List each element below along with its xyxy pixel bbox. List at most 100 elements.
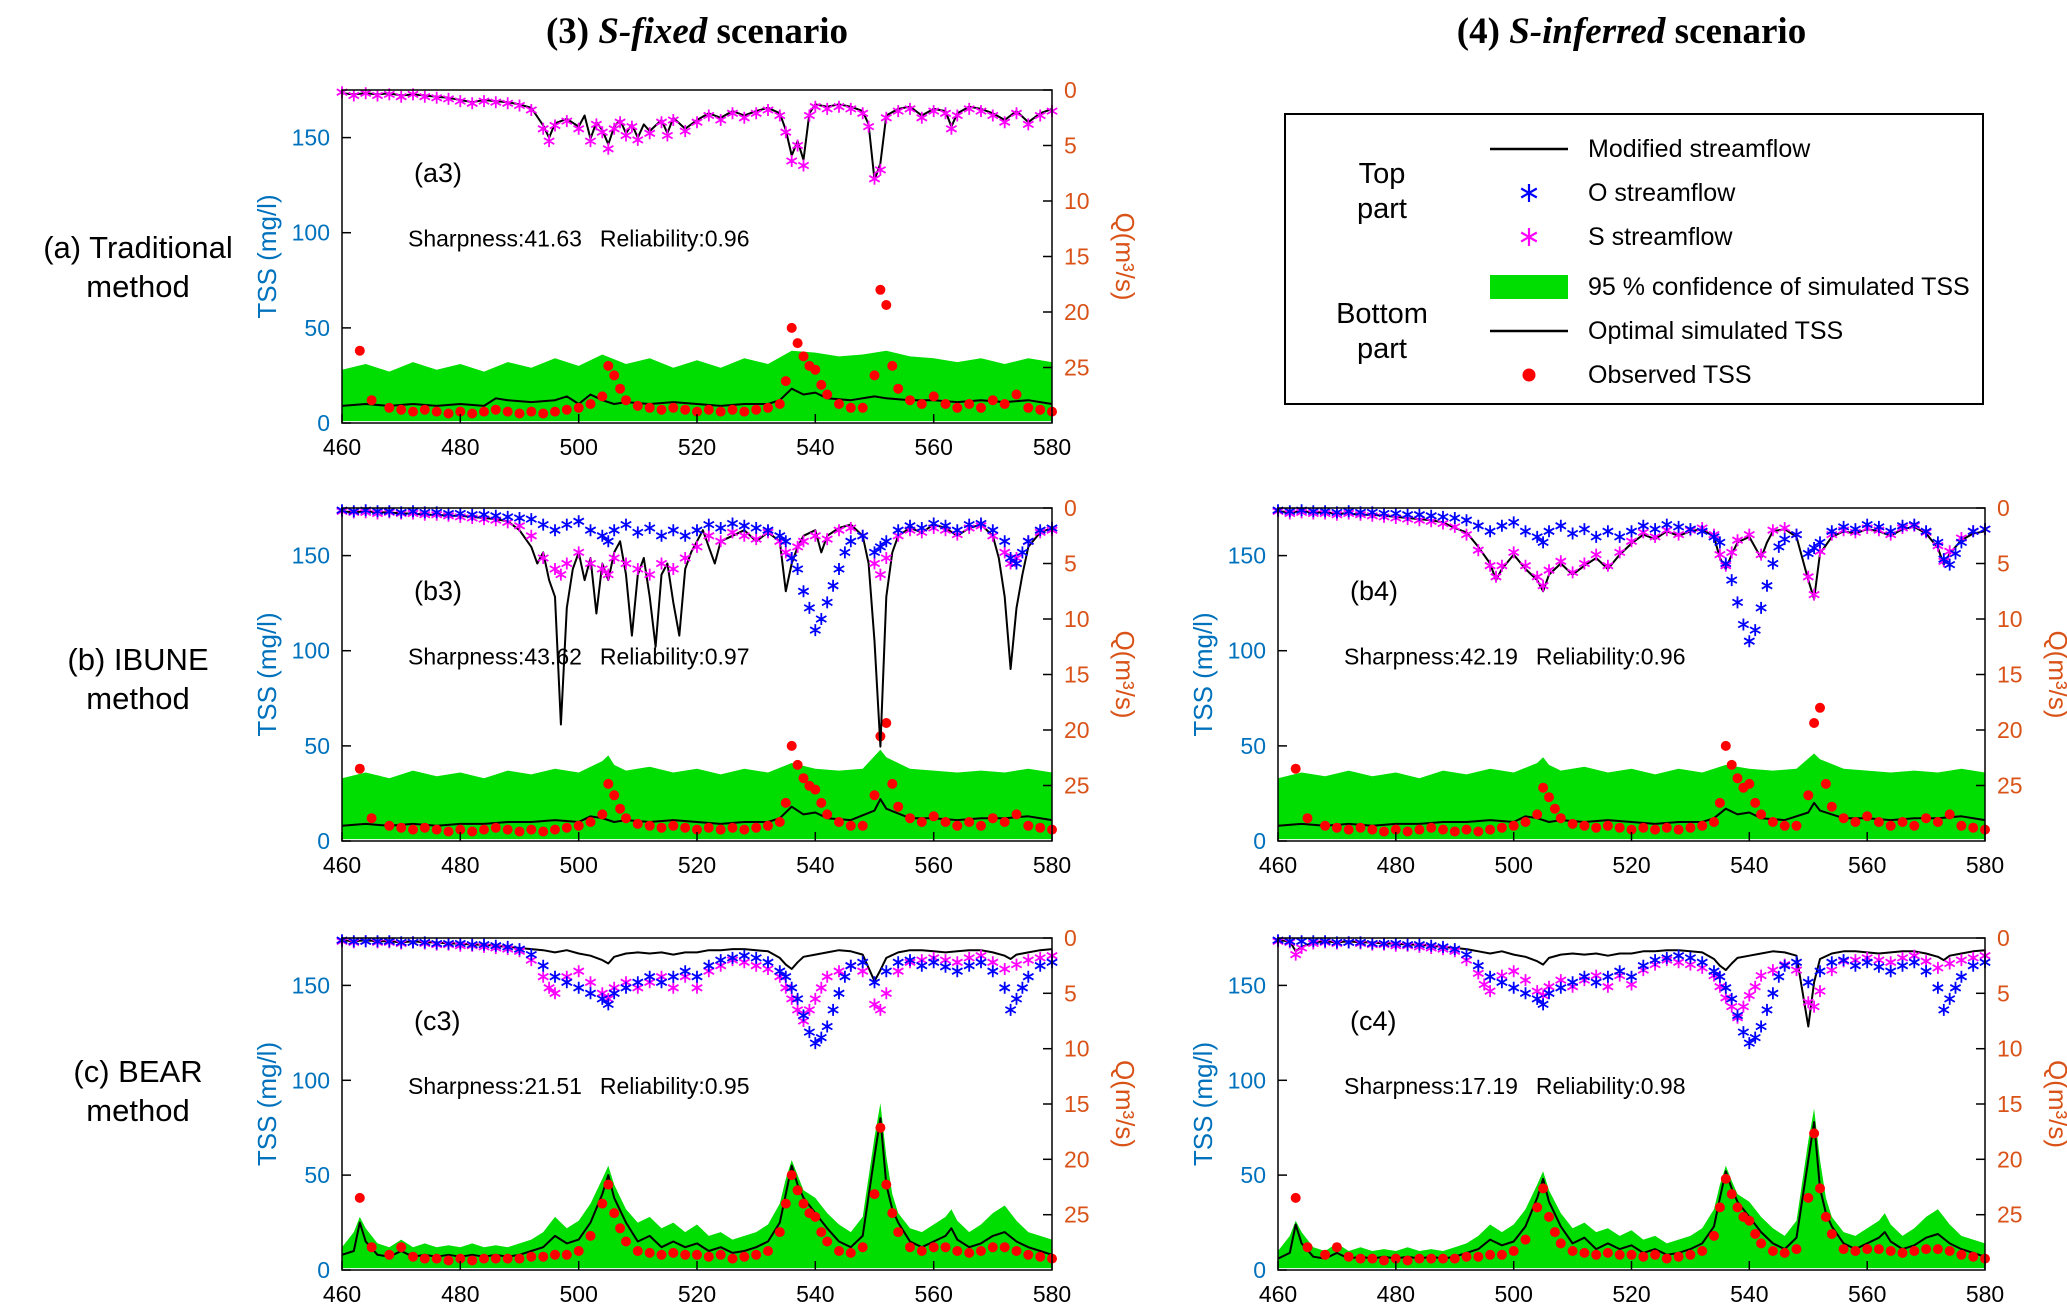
observed-tss-dots [354, 718, 1057, 837]
q-tick-label: 0 [1997, 495, 2010, 521]
x-tick-label: 500 [560, 434, 598, 460]
confidence-band [1278, 1108, 1985, 1269]
panel-metrics: Sharpness:21.51 Reliability:0.95 [408, 1073, 750, 1099]
legend-bottom-part-label: Bottom part [1302, 297, 1462, 367]
legend-group-title-line: part [1357, 333, 1407, 365]
q-tick-label: 25 [1997, 1202, 2023, 1228]
legend-entry-label: Modified streamflow [1588, 134, 1811, 163]
axis-ticks: 460 480 500 520 540 560 580 0 50 100 150 0 5 10 15 20 25 [292, 495, 1090, 878]
q-tick-label: 15 [1997, 1091, 2023, 1117]
legend-entry-label: Optimal simulated TSS [1588, 316, 1844, 345]
title-prefix: (3) [545, 11, 599, 52]
x-tick-label: 560 [1848, 852, 1886, 878]
observed-tss-dots [354, 284, 1057, 419]
tss-tick-label: 0 [317, 1257, 330, 1283]
tss-axis-label: TSS (mg/l) [1188, 612, 1218, 736]
tss-tick-label: 100 [292, 638, 330, 664]
tss-tick-label: 50 [304, 1162, 330, 1188]
x-tick-label: 540 [796, 852, 834, 878]
x-tick-label: 580 [1033, 852, 1071, 878]
q-axis-label: Q(m³/s) [2043, 630, 2067, 718]
panel-tag: (c3) [414, 1006, 461, 1036]
x-tick-label: 580 [1966, 1281, 2004, 1307]
row-label-line: (a) Traditional [43, 230, 233, 265]
x-tick-label: 460 [323, 434, 361, 460]
row-label-bear-method: (c) BEAR method [4, 1052, 272, 1130]
axis-ticks: 460 480 500 520 540 560 580 0 50 100 150 0 5 10 15 20 25 [292, 925, 1090, 1307]
panel-c4: 460 480 500 520 540 560 580 0 50 100 150 0 5 10 15 20 25… [1188, 925, 2067, 1307]
q-tick-label: 20 [1064, 717, 1090, 743]
row-label-line: method [86, 269, 190, 304]
legend-entries: Modified streamflow O streamflow S streamf… [1470, 127, 1970, 397]
row-label-ibune-method: (b) IBUNE method [4, 640, 272, 718]
row-label-line: (b) IBUNE [67, 642, 209, 677]
q-tick-label: 10 [1064, 1036, 1090, 1062]
panel-b4: 460 480 500 520 540 560 580 0 50 100 150 0 5 10 15 20 25… [1188, 495, 2067, 878]
q-tick-label: 25 [1997, 773, 2023, 799]
q-tick-label: 10 [1064, 606, 1090, 632]
tss-tick-label: 50 [304, 733, 330, 759]
legend-line-swatch [1470, 134, 1588, 164]
tss-axis-label: TSS (mg/l) [252, 612, 282, 736]
x-tick-label: 580 [1966, 852, 2004, 878]
tss-tick-label: 50 [304, 315, 330, 341]
panel-a3: 460 480 500 520 540 560 580 0 50 100 150 0 5 10 15 20 25… [252, 77, 1140, 460]
q-tick-label: 5 [1997, 551, 2010, 577]
x-tick-label: 500 [1495, 852, 1533, 878]
axis-ticks: 460 480 500 520 540 560 580 0 50 100 150 0 5 10 15 20 25 [1228, 925, 2023, 1307]
tss-tick-label: 150 [292, 125, 330, 151]
panel-b3: 460 480 500 520 540 560 580 0 50 100 150 0 5 10 15 20 25… [252, 495, 1140, 878]
q-tick-label: 0 [1064, 495, 1077, 521]
q-tick-label: 0 [1997, 925, 2010, 951]
x-tick-label: 520 [678, 852, 716, 878]
x-tick-label: 580 [1033, 1281, 1071, 1307]
x-tick-label: 480 [441, 852, 479, 878]
x-tick-label: 560 [915, 1281, 953, 1307]
x-tick-label: 560 [915, 434, 953, 460]
x-tick-label: 460 [323, 852, 361, 878]
panel-tag: (b4) [1350, 576, 1398, 606]
x-tick-label: 520 [678, 1281, 716, 1307]
tss-tick-label: 0 [317, 410, 330, 436]
x-tick-label: 500 [560, 852, 598, 878]
title-suffix: scenario [707, 11, 849, 52]
q-tick-label: 0 [1064, 925, 1077, 951]
tss-tick-label: 150 [1228, 972, 1266, 998]
q-axis-label: Q(m³/s) [1110, 212, 1140, 300]
x-tick-label: 480 [1377, 852, 1415, 878]
confidence-band [342, 1103, 1052, 1269]
legend-group-title-line: Top [1358, 158, 1406, 190]
legend-entry-label: Observed TSS [1588, 360, 1752, 389]
x-tick-label: 480 [441, 1281, 479, 1307]
panel-metrics: Sharpness:17.19 Reliability:0.98 [1344, 1073, 1686, 1099]
q-tick-label: 5 [1064, 133, 1077, 159]
x-tick-label: 560 [915, 852, 953, 878]
q-tick-label: 15 [1064, 1091, 1090, 1117]
tss-tick-label: 100 [292, 220, 330, 246]
tss-tick-label: 0 [1253, 1257, 1266, 1283]
q-tick-label: 25 [1064, 355, 1090, 381]
tss-axis-label: TSS (mg/l) [252, 194, 282, 318]
tss-axis-label: TSS (mg/l) [1188, 1042, 1218, 1166]
q-tick-label: 10 [1064, 188, 1090, 214]
row-label-line: method [86, 681, 190, 716]
axis-ticks: 460 480 500 520 540 560 580 0 50 100 150 0 5 10 15 20 25 [1228, 495, 2023, 878]
q-tick-label: 5 [1997, 980, 2010, 1006]
row-label-line: method [86, 1093, 190, 1128]
x-tick-label: 460 [323, 1281, 361, 1307]
legend-box: Top part Bottom part Modified streamflow… [1284, 113, 1984, 405]
legend-asterisk-swatch [1470, 222, 1588, 252]
q-axis-label: Q(m³/s) [1110, 1060, 1140, 1148]
q-tick-label: 20 [1064, 1146, 1090, 1172]
tss-axis-label: TSS (mg/l) [252, 1042, 282, 1166]
x-tick-label: 480 [1377, 1281, 1415, 1307]
confidence-band [342, 350, 1052, 422]
x-tick-label: 500 [1495, 1281, 1533, 1307]
tss-tick-label: 100 [1228, 638, 1266, 664]
panel-tag: (b3) [414, 576, 462, 606]
legend-patch-swatch [1470, 272, 1588, 302]
tss-tick-label: 100 [1228, 1067, 1266, 1093]
o-streamflow-markers [336, 504, 1058, 637]
